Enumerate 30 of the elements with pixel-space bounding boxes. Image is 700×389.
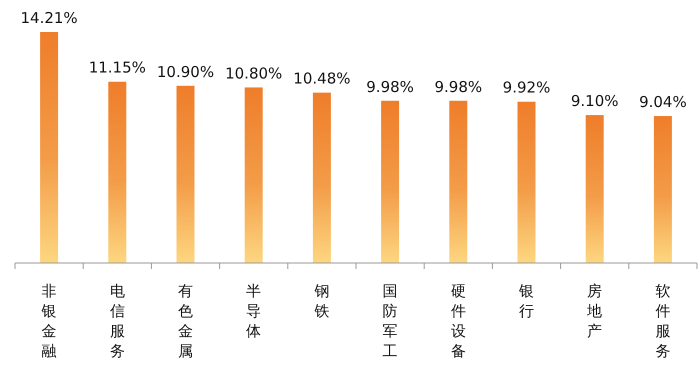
x-tick-label: 国防军工 <box>382 282 398 360</box>
data-label: 10.90% <box>156 62 214 81</box>
x-tick-label: 钢铁 <box>313 282 330 320</box>
x-tick-label: 有色金属 <box>178 282 193 360</box>
data-label: 9.10% <box>570 92 619 110</box>
x-tick-label: 电信服务 <box>110 282 125 360</box>
bar <box>449 100 468 263</box>
bar <box>244 87 263 263</box>
data-label: 9.92% <box>502 78 550 97</box>
bar <box>381 100 400 263</box>
x-tick-label: 房地产 <box>586 282 602 340</box>
bar <box>176 86 194 263</box>
data-label: 9.98% <box>366 78 414 96</box>
data-label: 10.48% <box>293 70 350 88</box>
bar <box>40 32 58 263</box>
bar <box>108 82 126 263</box>
bar <box>312 92 331 263</box>
data-label: 10.80% <box>225 64 282 82</box>
x-tick-label: 软件服务 <box>655 282 670 360</box>
x-tick-label: 银行 <box>518 282 534 320</box>
data-label: 11.15% <box>88 58 146 77</box>
bar <box>518 102 536 263</box>
data-label: 9.98% <box>434 78 482 96</box>
x-tick-label: 硬件设备 <box>450 282 466 360</box>
data-label: 9.04% <box>639 93 687 112</box>
bar <box>654 116 672 263</box>
x-tick-label: 非银金融 <box>40 282 57 360</box>
data-label: 14.21% <box>20 9 78 27</box>
bar <box>586 115 604 263</box>
x-tick-label: 半导体 <box>246 282 262 340</box>
